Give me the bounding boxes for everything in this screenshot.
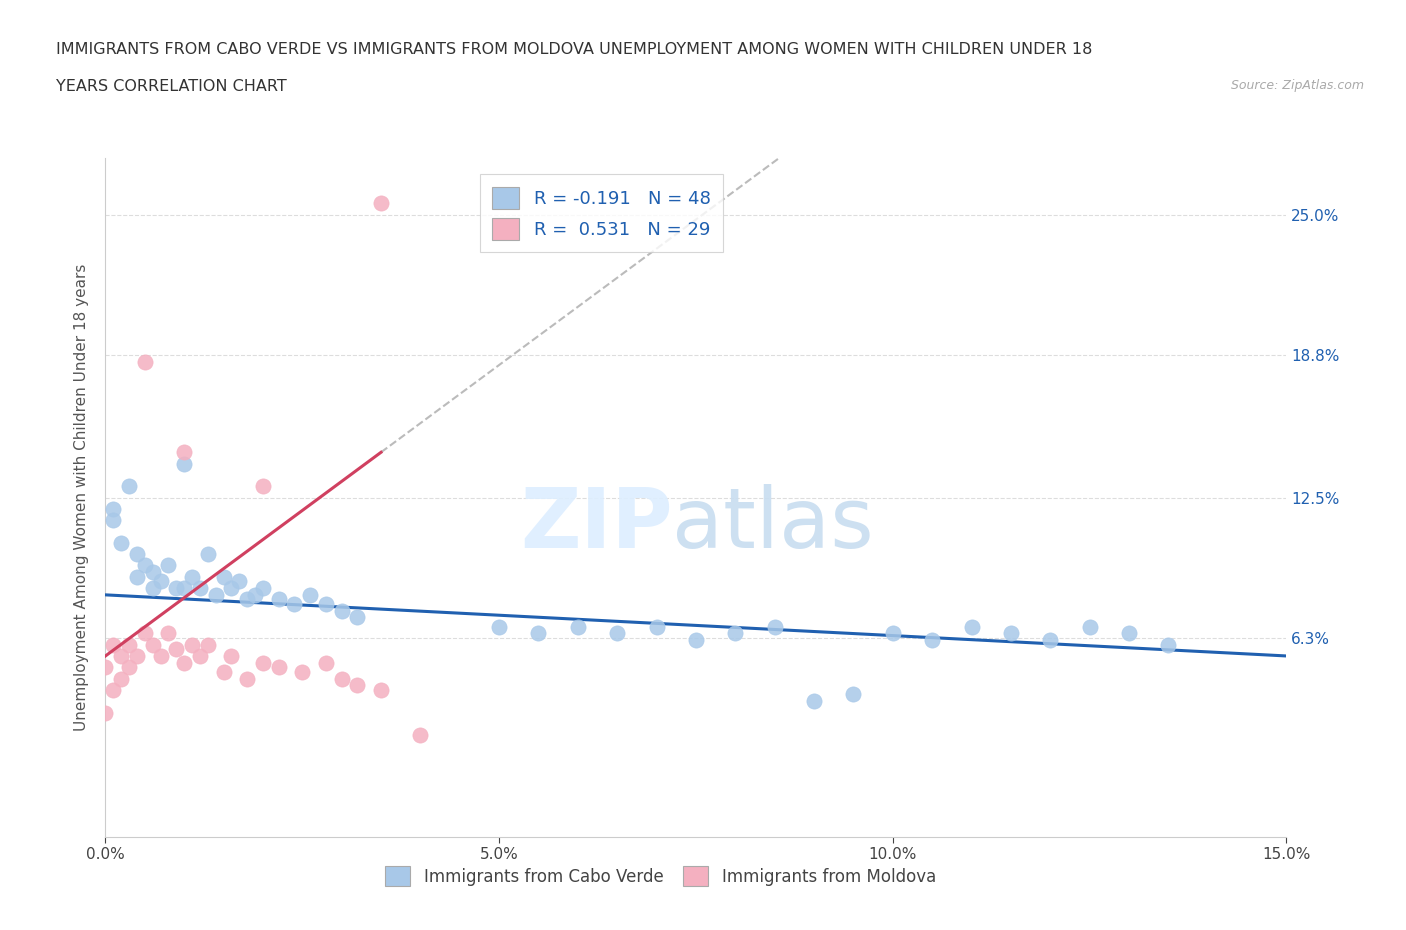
Point — [212, 664, 235, 679]
Point — [346, 610, 368, 625]
Point — [134, 354, 156, 369]
Point — [228, 574, 250, 589]
Point — [103, 637, 125, 652]
Legend: Immigrants from Cabo Verde, Immigrants from Moldova: Immigrants from Cabo Verde, Immigrants f… — [378, 859, 942, 893]
Point — [1157, 637, 1180, 652]
Point — [1118, 626, 1140, 641]
Point — [763, 619, 786, 634]
Point — [125, 569, 148, 584]
Point — [299, 588, 322, 603]
Point — [142, 565, 165, 579]
Point — [94, 660, 117, 675]
Point — [527, 626, 550, 641]
Point — [488, 619, 510, 634]
Point — [606, 626, 628, 641]
Point — [409, 728, 432, 743]
Point — [188, 580, 211, 595]
Point — [118, 637, 141, 652]
Point — [149, 574, 172, 589]
Point — [330, 671, 353, 686]
Point — [204, 588, 226, 603]
Point — [165, 580, 187, 595]
Point — [197, 547, 219, 562]
Point — [252, 656, 274, 671]
Point — [125, 648, 148, 663]
Point — [882, 626, 904, 641]
Point — [315, 596, 337, 611]
Text: atlas: atlas — [672, 485, 875, 565]
Point — [118, 479, 141, 494]
Point — [921, 632, 943, 647]
Point — [267, 660, 290, 675]
Point — [94, 705, 117, 720]
Point — [243, 588, 266, 603]
Point — [125, 547, 148, 562]
Point — [103, 512, 125, 527]
Point — [188, 648, 211, 663]
Point — [110, 648, 132, 663]
Point — [803, 694, 825, 709]
Point — [181, 569, 204, 584]
Point — [236, 592, 259, 607]
Point — [291, 664, 314, 679]
Point — [110, 536, 132, 551]
Point — [842, 687, 865, 702]
Point — [960, 619, 983, 634]
Point — [173, 580, 195, 595]
Point — [567, 619, 589, 634]
Point — [315, 656, 337, 671]
Text: Source: ZipAtlas.com: Source: ZipAtlas.com — [1230, 79, 1364, 92]
Point — [346, 678, 368, 693]
Point — [118, 660, 141, 675]
Y-axis label: Unemployment Among Women with Children Under 18 years: Unemployment Among Women with Children U… — [75, 264, 90, 731]
Point — [134, 558, 156, 573]
Point — [157, 626, 180, 641]
Text: IMMIGRANTS FROM CABO VERDE VS IMMIGRANTS FROM MOLDOVA UNEMPLOYMENT AMONG WOMEN W: IMMIGRANTS FROM CABO VERDE VS IMMIGRANTS… — [56, 42, 1092, 57]
Point — [103, 501, 125, 516]
Point — [181, 637, 204, 652]
Point — [173, 457, 195, 472]
Point — [1078, 619, 1101, 634]
Point — [685, 632, 707, 647]
Point — [212, 569, 235, 584]
Point — [157, 558, 180, 573]
Point — [252, 580, 274, 595]
Point — [252, 479, 274, 494]
Point — [173, 445, 195, 459]
Point — [330, 604, 353, 618]
Point — [221, 648, 243, 663]
Point — [236, 671, 259, 686]
Point — [134, 626, 156, 641]
Point — [197, 637, 219, 652]
Point — [645, 619, 668, 634]
Point — [1039, 632, 1062, 647]
Point — [724, 626, 747, 641]
Point — [1000, 626, 1022, 641]
Point — [267, 592, 290, 607]
Text: ZIP: ZIP — [520, 485, 672, 565]
Point — [173, 656, 195, 671]
Point — [165, 642, 187, 657]
Point — [370, 196, 392, 211]
Point — [149, 648, 172, 663]
Point — [142, 580, 165, 595]
Point — [221, 580, 243, 595]
Point — [283, 596, 305, 611]
Text: YEARS CORRELATION CHART: YEARS CORRELATION CHART — [56, 79, 287, 94]
Point — [370, 683, 392, 698]
Point — [142, 637, 165, 652]
Point — [103, 683, 125, 698]
Point — [110, 671, 132, 686]
